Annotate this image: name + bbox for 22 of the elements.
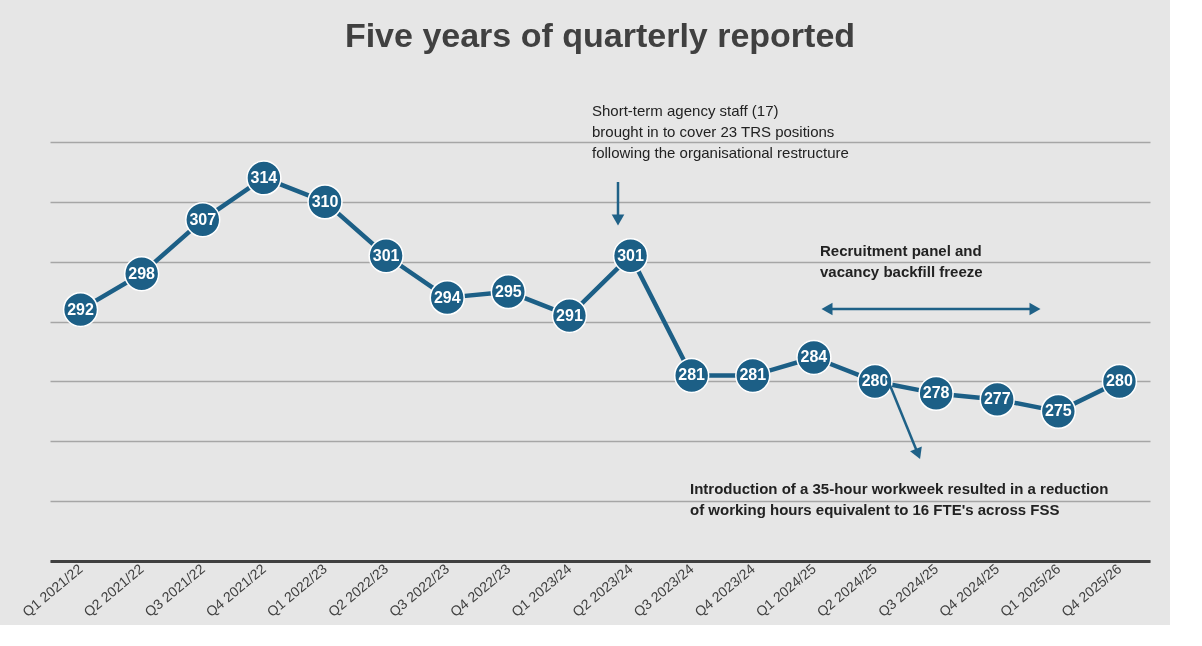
data-label: 291 xyxy=(556,306,583,324)
annotation: Short-term agency staff (17) brought in to cover 23 TRS positions following the organisational restructure xyxy=(592,102,849,161)
data-label: 284 xyxy=(800,348,828,366)
data-label: 275 xyxy=(1044,402,1072,420)
data-label: 314 xyxy=(250,168,278,186)
data-label: 280 xyxy=(861,372,889,390)
data-label: 277 xyxy=(983,390,1011,408)
data-label: 301 xyxy=(372,246,400,264)
chart-title: Five years of quarterly reported xyxy=(344,16,856,54)
data-label: 298 xyxy=(128,264,156,282)
data-label: 292 xyxy=(67,300,94,318)
data-label: 281 xyxy=(739,366,767,384)
annotation: Recruitment panel and vacancy backfill freeze xyxy=(820,242,983,280)
data-label: 280 xyxy=(1106,372,1133,390)
data-label: 295 xyxy=(494,282,522,300)
data-label: 310 xyxy=(311,192,339,210)
data-label: 281 xyxy=(678,366,706,384)
annotation: Introduction of a 35-hour workweek resulted in a reduction of working hours equivalent to 16 FTE's across FSS xyxy=(690,480,1109,518)
data-label: 294 xyxy=(433,288,461,306)
data-label: 307 xyxy=(189,210,217,228)
data-label: 278 xyxy=(922,384,950,402)
data-label: 301 xyxy=(617,246,644,264)
